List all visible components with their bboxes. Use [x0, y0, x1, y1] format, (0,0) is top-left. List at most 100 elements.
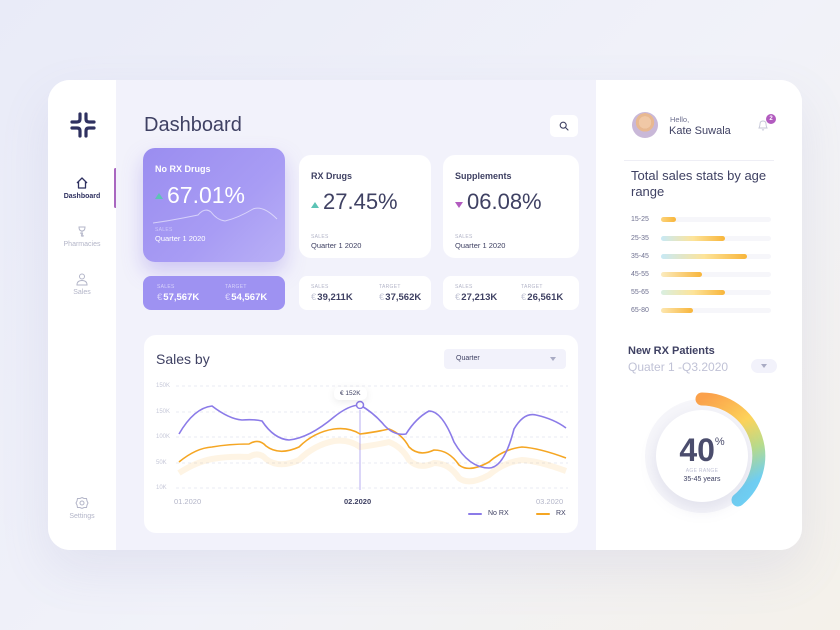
target-amount: 26,561K [527, 292, 564, 303]
greeting: Hello, [670, 115, 690, 124]
sidebar-item-sales[interactable]: Sales [48, 272, 116, 296]
range-dropdown[interactable] [751, 359, 777, 373]
user-icon [76, 273, 88, 286]
card-value: 06.08% [455, 189, 542, 215]
active-nav-indicator [114, 168, 117, 208]
sidebar-item-dashboard[interactable]: Dashboard [48, 176, 116, 200]
gauge-label: AGE RANGE [685, 468, 719, 474]
card-value-text: 06.08% [467, 189, 542, 214]
rx-patients-range: Quater 1 -Q3.2020 [628, 360, 729, 374]
progress-fill [661, 216, 677, 222]
progress-fill [661, 307, 693, 313]
age-range-label: 35-45 [631, 252, 649, 260]
target-label: TARGET [225, 284, 247, 290]
sales-target-card-no-rx: SALES €57,567K TARGET €54,567K [143, 276, 285, 310]
progress-fill [661, 253, 747, 259]
period-dropdown[interactable]: Quarter [444, 349, 566, 369]
age-row: 25-35 [631, 234, 771, 242]
legend-item-rx: RX [536, 510, 566, 517]
trend-down-icon [455, 202, 463, 208]
chart-tooltip: € 152K [334, 387, 367, 400]
sales-label: SALES [155, 227, 173, 233]
y-tick: 50K [156, 460, 167, 466]
search-button[interactable] [550, 115, 578, 137]
dropdown-value: Quarter [456, 355, 480, 362]
right-panel: Hello, Kate Suwala 2 Total sales stats b… [596, 80, 802, 550]
period-label: Quarter 1 2020 [155, 234, 206, 243]
patients-gauge: 40% AGE RANGE 35-45 years [638, 392, 766, 520]
sidebar-item-label: Dashboard [63, 193, 101, 200]
age-range-label: 15-25 [631, 215, 649, 223]
age-row: 45-55 [631, 270, 771, 278]
progress-track [661, 235, 771, 241]
chevron-down-icon [761, 364, 767, 368]
sidebar-item-label: Pharmacies [63, 241, 101, 248]
sales-column: SALES €57,567K [157, 284, 199, 303]
age-range-label: 65-80 [631, 306, 649, 314]
x-tick: 03.2020 [536, 497, 564, 506]
target-amount: 37,562K [385, 292, 422, 303]
sales-label: SALES [157, 284, 175, 290]
x-tick: 01.2020 [174, 497, 202, 506]
sidebar-item-label: Settings [69, 513, 95, 520]
sales-label: SALES [311, 234, 329, 240]
sidebar-item-label: Sales [73, 289, 91, 296]
period-label: Quarter 1 2020 [455, 241, 506, 250]
legend-swatch [536, 512, 550, 515]
sales-label: SALES [455, 234, 473, 240]
target-value: €26,561K [521, 292, 563, 303]
sales-value: €39,211K [311, 292, 353, 303]
age-row: 15-25 [631, 215, 771, 223]
age-row: 55-65 [631, 288, 771, 296]
page-title: Dashboard [144, 114, 242, 136]
gauge-sublabel: 35-45 years [683, 476, 721, 483]
card-value: 27.45% [311, 189, 398, 215]
target-column: TARGET €26,561K [521, 284, 563, 303]
age-row: 35-45 [631, 252, 771, 260]
gauge-center: 40% AGE RANGE 35-45 years [656, 410, 748, 502]
progress-fill [661, 289, 725, 295]
chevron-down-icon [550, 357, 556, 361]
bell-icon[interactable] [756, 118, 770, 132]
main-content: Dashboard No RX Drugs 67.01% SALES Quart… [116, 80, 596, 550]
avatar[interactable] [632, 112, 658, 138]
kpi-card-supplements[interactable]: Supplements 06.08% SALES Quarter 1 2020 [443, 155, 579, 258]
y-tick: 150K [156, 383, 171, 389]
currency-symbol: € [225, 292, 231, 303]
sidebar-item-pharmacies[interactable]: Pharmacies [48, 224, 116, 248]
x-tick: 02.2020 [344, 497, 372, 506]
y-tick: 150K [156, 409, 171, 415]
legend-item-no-rx: No RX [468, 510, 509, 517]
legend-swatch [468, 512, 482, 515]
sales-chart-card: Sales by Quarter 150K 150K 100K 50K 10K [144, 335, 578, 533]
age-stats-title: Total sales stats by age range [631, 168, 767, 199]
line-chart [176, 385, 568, 490]
home-icon [76, 177, 88, 189]
sidebar: Dashboard Pharmacies Sales Settings [48, 80, 116, 550]
period-label: Quarter 1 2020 [311, 241, 362, 250]
card-value-text: 27.45% [323, 189, 398, 214]
sales-value: €57,567K [157, 292, 199, 303]
sales-target-card-rx: SALES €39,211K TARGET €37,562K [299, 276, 431, 310]
gauge-value: 40% [656, 432, 748, 469]
progress-track [661, 271, 771, 277]
user-name: Kate Suwala [669, 125, 731, 137]
age-range-label: 45-55 [631, 270, 649, 278]
gauge-unit: % [714, 436, 725, 448]
sales-amount: 57,567K [163, 292, 200, 303]
kpi-card-no-rx[interactable]: No RX Drugs 67.01% SALES Quarter 1 2020 [143, 148, 285, 262]
sidebar-item-settings[interactable]: Settings [48, 496, 116, 520]
kpi-card-rx[interactable]: RX Drugs 27.45% SALES Quarter 1 2020 [299, 155, 431, 258]
app-window: Dashboard Pharmacies Sales Settings Dash… [48, 80, 802, 550]
y-tick: 100K [156, 434, 171, 440]
target-value: €37,562K [379, 292, 421, 303]
progress-track [661, 253, 771, 259]
sales-value: €27,213K [455, 292, 497, 303]
progress-track [661, 289, 771, 295]
sales-label: SALES [311, 284, 329, 290]
target-amount: 54,567K [231, 292, 268, 303]
card-title: RX Drugs [311, 171, 353, 181]
sparkline [153, 207, 278, 224]
y-tick: 10K [156, 485, 167, 491]
gauge-number: 40 [679, 432, 715, 468]
